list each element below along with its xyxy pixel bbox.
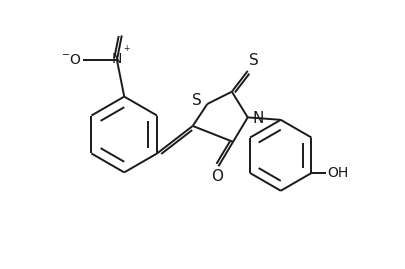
Text: $^{+}$: $^{+}$	[123, 44, 131, 54]
Text: OH: OH	[327, 166, 349, 180]
Text: S: S	[249, 54, 259, 69]
Text: $^{-}$O: $^{-}$O	[61, 53, 81, 67]
Text: O: O	[211, 169, 223, 184]
Text: N: N	[252, 111, 264, 126]
Text: N: N	[112, 52, 122, 66]
Text: S: S	[192, 93, 201, 108]
